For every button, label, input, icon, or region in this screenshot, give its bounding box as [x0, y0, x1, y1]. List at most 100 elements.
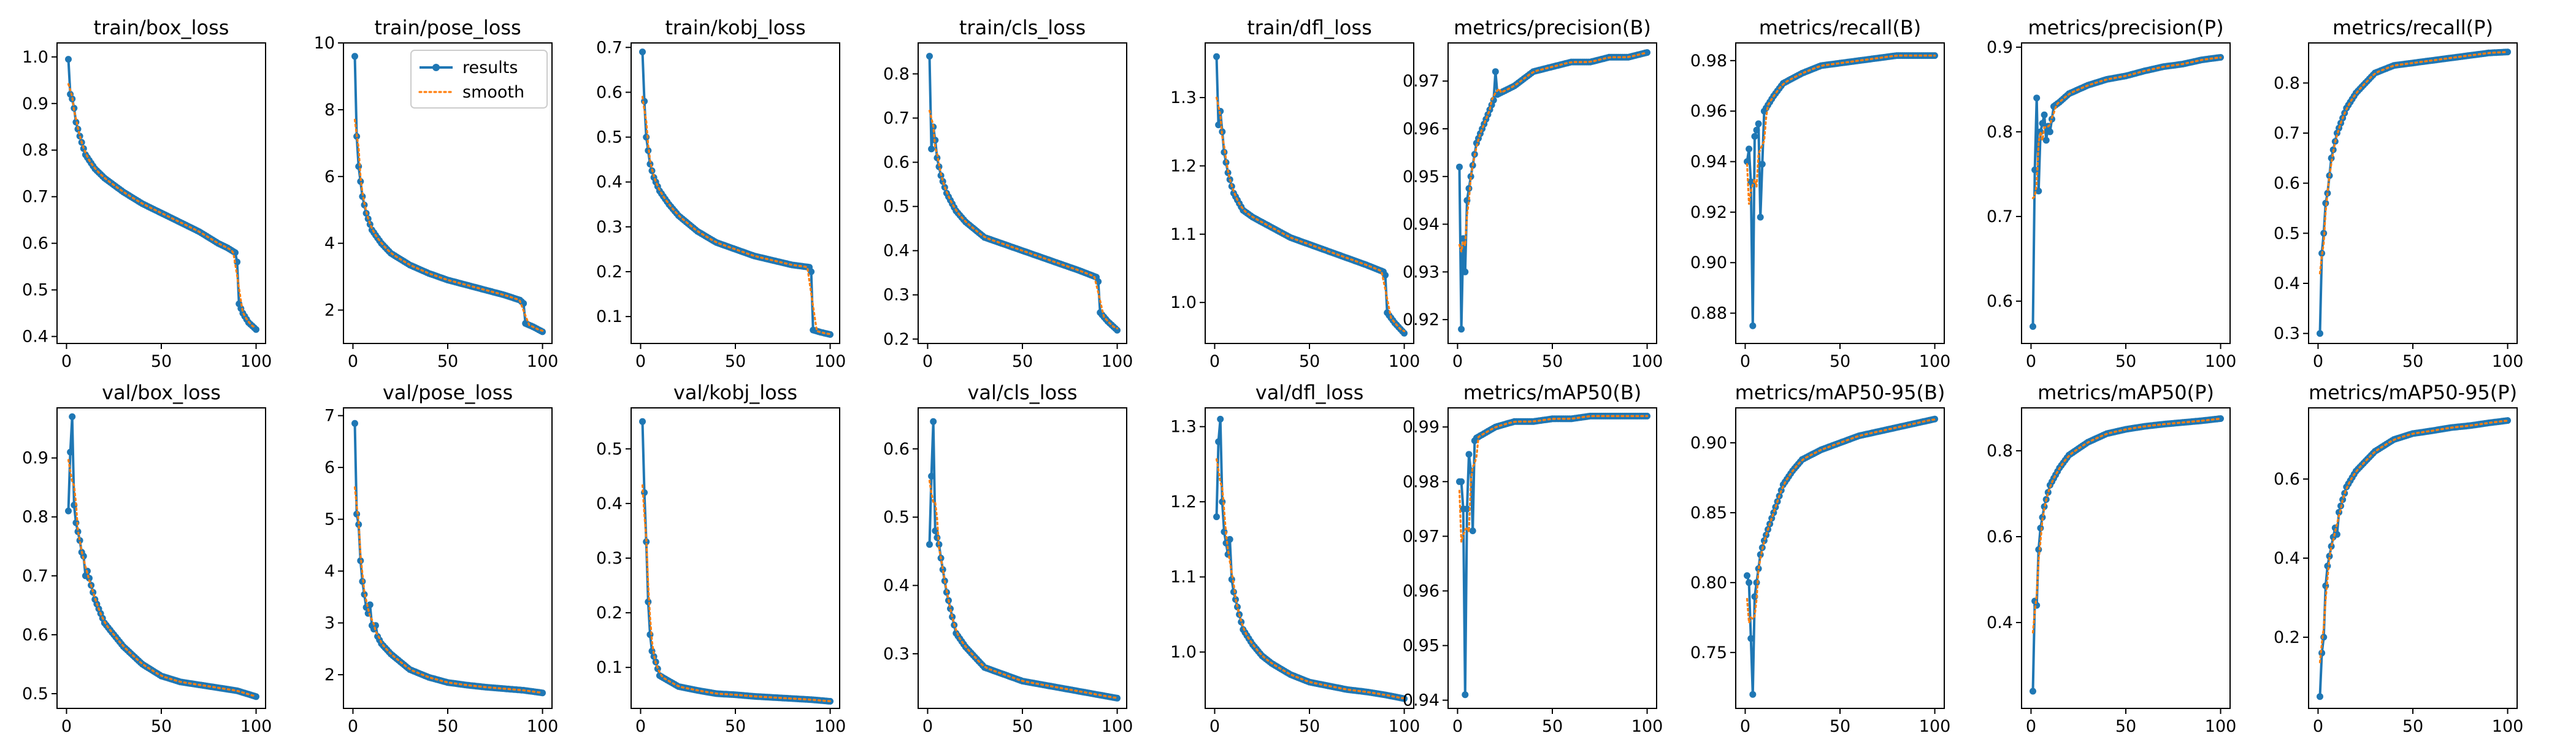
plot-area — [1744, 52, 1938, 329]
results-point — [253, 326, 259, 333]
x-tick-label: 50 — [1830, 352, 1850, 371]
chart-panel: metrics/mAP50-95(B) 0 50 100 0.75 0.80 0.85 0.9… — [1690, 381, 1950, 736]
chart-title: metrics/precision(P) — [2028, 16, 2223, 39]
chart-panel: val/dfl_loss 0 50 100 1.0 1.1 1.2 1.3 — [1170, 381, 1420, 736]
smooth-line — [1215, 458, 1406, 700]
smooth-line — [2318, 51, 2509, 275]
y-tick-label: 0.97 — [1403, 527, 1439, 546]
x-tick-label: 0 — [2026, 717, 2036, 736]
y-tick-label: 0.92 — [1690, 203, 1727, 222]
y-tick-label: 0.99 — [1403, 418, 1439, 437]
results-point — [67, 448, 74, 456]
y-tick-label: 0.96 — [1403, 581, 1439, 600]
results-point — [69, 413, 76, 420]
results-point — [1770, 509, 1777, 516]
chart-title: metrics/precision(B) — [1454, 16, 1651, 39]
chart-title: metrics/mAP50-95(P) — [2309, 381, 2517, 404]
y-tick-label: 1.0 — [22, 48, 48, 67]
chart-panel: val/kobj_loss 0 50 100 0.1 0.2 0.3 0.4 0.5 — [596, 381, 846, 736]
y-tick-label: 0.7 — [596, 38, 623, 57]
chart-title: val/pose_loss — [383, 381, 513, 404]
y-tick-label: 0.7 — [22, 567, 48, 586]
y-tick-label: 0.93 — [1403, 263, 1439, 282]
results-point — [76, 537, 83, 544]
y-tick-label: 0.6 — [2274, 470, 2300, 489]
y-tick-label: 0.92 — [1403, 310, 1439, 329]
x-tick-label: 100 — [815, 717, 846, 736]
y-tick-label: 0.8 — [22, 141, 48, 160]
x-tick-label: 100 — [1631, 717, 1663, 736]
y-tick-label: 0.94 — [1403, 691, 1439, 710]
y-tick-label: 0.6 — [883, 440, 910, 459]
y-tick-label: 0.5 — [22, 281, 48, 300]
x-tick-label: 0 — [2313, 352, 2323, 371]
x-tick-label: 50 — [725, 352, 746, 371]
results-point — [2317, 693, 2323, 700]
chart-title: metrics/mAP50-95(B) — [1735, 381, 1945, 404]
results-point — [1458, 478, 1465, 485]
x-tick-label: 50 — [2402, 352, 2423, 371]
y-tick-label: 1.0 — [1170, 643, 1197, 662]
chart-panel: train/kobj_loss 0 50 100 0.1 0.2 0.3 0.4 0.5 0.6 0… — [596, 16, 846, 371]
smooth-line — [1215, 96, 1406, 332]
x-tick-label: 0 — [348, 352, 358, 371]
chart-title: train/cls_loss — [959, 16, 1086, 39]
results-point — [1456, 163, 1463, 171]
results-point — [232, 249, 239, 256]
y-tick-label: 0.3 — [883, 286, 910, 305]
x-tick-label: 100 — [240, 352, 272, 371]
results-point — [1492, 68, 1499, 75]
x-tick-label: 0 — [61, 352, 72, 371]
y-tick-label: 0.6 — [1987, 292, 2013, 311]
results-point — [933, 534, 941, 542]
y-tick-label: 1.1 — [1170, 225, 1197, 244]
results-point — [1213, 53, 1220, 60]
results-point — [928, 145, 935, 153]
results-point — [1217, 415, 1224, 423]
x-tick-label: 100 — [2492, 352, 2524, 371]
y-tick-label: 0.2 — [2274, 628, 2300, 647]
chart-panel: metrics/mAP50(P) 0 50 100 0.4 0.6 0.8 — [1987, 381, 2236, 736]
y-tick-label: 6 — [324, 167, 335, 186]
results-point — [1215, 438, 1222, 445]
chart-panel: train/cls_loss 0 50 100 0.2 0.3 0.4 0.5 0.6 0.7 0.… — [883, 16, 1133, 371]
plot-area — [65, 56, 259, 333]
chart-panel: train/pose_loss 0 50 100 2 4 6 8 10 results smooth — [314, 16, 559, 371]
x-tick-label: 50 — [437, 352, 458, 371]
results-point — [1226, 535, 1233, 543]
y-tick-label: 0.4 — [2274, 549, 2300, 568]
chart-panel: metrics/recall(B) 0 50 100 0.88 0.90 0.92 0.94 0… — [1690, 16, 1950, 371]
results-point — [2033, 94, 2041, 102]
results-point — [639, 418, 646, 425]
chart-title: metrics/recall(B) — [1759, 16, 1922, 39]
y-tick-label: 0.6 — [1987, 527, 2013, 546]
results-point — [2504, 48, 2511, 56]
results-point — [2030, 688, 2036, 695]
results-point — [643, 134, 650, 141]
results-point — [1644, 49, 1650, 56]
results-point — [2320, 634, 2328, 641]
x-tick-label: 0 — [2026, 352, 2036, 371]
chart-title: val/kobj_loss — [673, 381, 797, 404]
results-point — [1758, 161, 1766, 168]
y-tick-label: 0.5 — [883, 197, 910, 217]
smooth-line — [353, 118, 544, 332]
chart-title: val/box_loss — [102, 381, 221, 404]
results-point — [2041, 111, 2048, 118]
y-tick-label: 0.4 — [22, 328, 48, 347]
y-tick-label: 10 — [314, 34, 335, 53]
x-tick-label: 50 — [1830, 717, 1850, 736]
plot-area — [1456, 412, 1650, 699]
chart-title: train/kobj_loss — [665, 16, 805, 39]
chart-title: train/box_loss — [94, 16, 229, 39]
y-tick-label: 0.1 — [596, 307, 623, 326]
y-tick-label: 0.2 — [596, 604, 623, 623]
y-tick-label: 0.90 — [1690, 253, 1727, 272]
x-tick-label: 100 — [1631, 352, 1663, 371]
smooth-line — [928, 109, 1119, 330]
y-tick-label: 0.5 — [883, 508, 910, 527]
y-tick-label: 0.4 — [596, 494, 623, 513]
results-point — [2046, 128, 2053, 136]
x-tick-label: 0 — [1740, 352, 1750, 371]
legend-results-label: results — [462, 58, 518, 77]
